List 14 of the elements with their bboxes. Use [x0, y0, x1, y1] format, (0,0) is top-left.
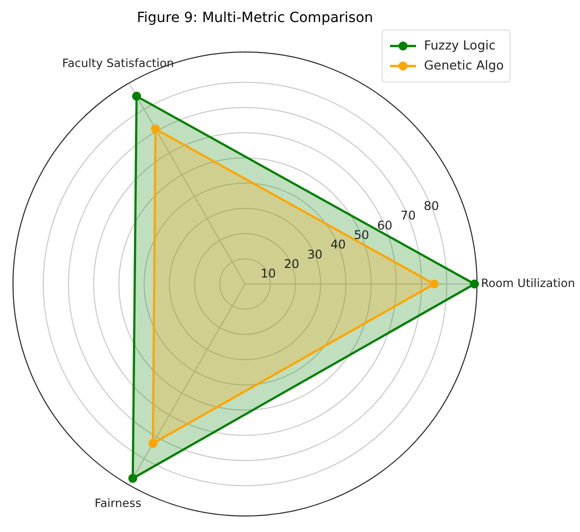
y-tick-label: 60: [377, 218, 392, 232]
spoke-label: Fairness: [94, 496, 142, 510]
legend-label: Genetic Algo: [424, 57, 504, 72]
legend-label: Fuzzy Logic: [424, 37, 496, 52]
y-tick-label: 10: [260, 266, 276, 281]
spoke-label: Faculty Satisfaction: [62, 56, 174, 70]
chart-title: Figure 9: Multi-Metric Comparison: [136, 10, 374, 26]
y-tick-label: 30: [307, 247, 323, 262]
y-tick-label: 20: [284, 256, 300, 271]
y-tick-label: 50: [354, 228, 370, 242]
y-tick-label: 40: [330, 238, 346, 252]
y-tick-label: 80: [424, 199, 440, 214]
y-tick-label: 70: [400, 208, 416, 223]
spoke-label: Room Utilization: [481, 276, 576, 290]
